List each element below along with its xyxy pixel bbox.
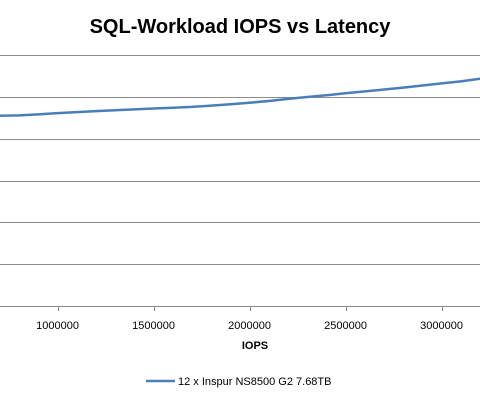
- series-layer: [0, 77, 480, 117]
- x-tick-label: 2000000: [228, 320, 271, 332]
- x-axis: [0, 306, 480, 311]
- legend[interactable]: 12 x Inspur NS8500 G2 7.68TB: [146, 376, 331, 388]
- series-line: [0, 77, 480, 117]
- x-tick-label: 3000000: [420, 320, 463, 332]
- x-axis-label: IOPS: [242, 340, 268, 352]
- x-tick-label: 2500000: [324, 320, 367, 332]
- legend-label: 12 x Inspur NS8500 G2 7.68TB: [178, 376, 331, 388]
- gridlines: [0, 55, 480, 265]
- x-tick-labels: 1000000 1500000 2000000 2500000 3000000: [36, 320, 463, 332]
- x-tick-label: 1000000: [36, 320, 79, 332]
- x-tick-label: 1500000: [132, 320, 175, 332]
- chart-title: SQL-Workload IOPS vs Latency: [90, 16, 392, 38]
